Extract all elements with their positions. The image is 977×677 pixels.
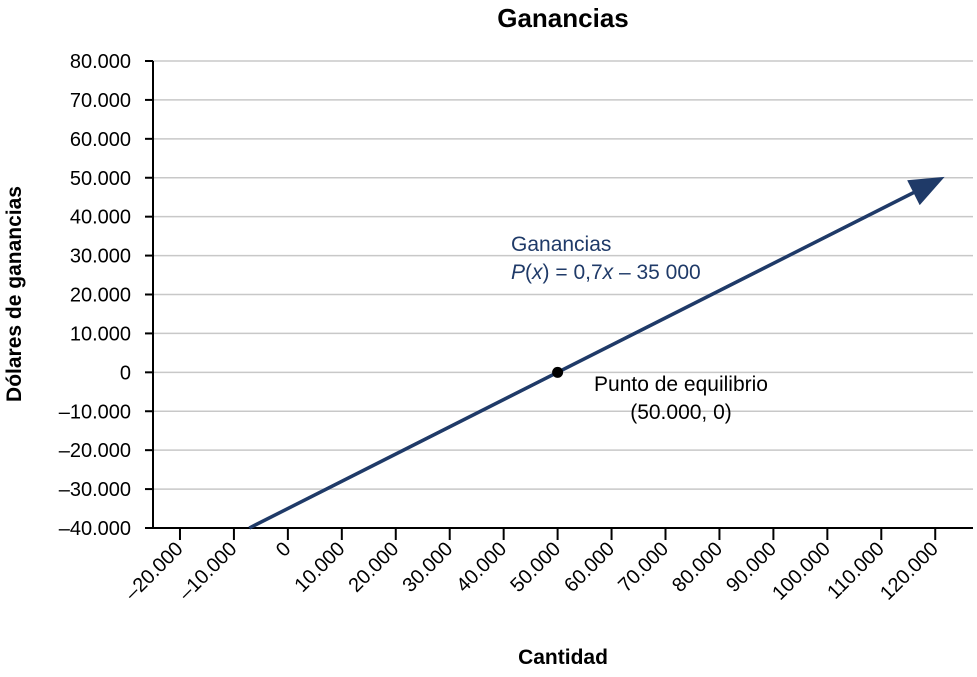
x-tick-label: 0 (272, 538, 295, 561)
y-tick-label: –10.000 (59, 401, 131, 423)
eq-tail: – 35 000 (613, 261, 701, 284)
x-tick-label: 80.000 (668, 538, 727, 597)
line-label-equation: P(x) = 0,7x – 35 000 (511, 261, 701, 284)
y-tick-label: 40.000 (70, 207, 131, 229)
chart-title: Ganancias (497, 3, 629, 33)
x-tick-label: 30.000 (398, 538, 457, 597)
x-tick-label: 10.000 (291, 538, 350, 597)
breakeven-coordinates: (50.000, 0) (630, 401, 732, 424)
breakeven-point (552, 366, 564, 378)
line-label-title: Ganancias (511, 233, 611, 256)
y-tick-label: –20.000 (59, 440, 131, 462)
y-tick-label: 60.000 (70, 129, 131, 151)
profit-series (248, 176, 945, 530)
y-axis-title: Dólares de ganancias (3, 186, 26, 402)
eq-x2: x (602, 261, 615, 284)
x-axis-ticks: –20.000–10.000 010.00020.00030.00040.0005… (121, 528, 943, 605)
x-tick-label: –10.000 (175, 538, 242, 605)
x-tick-label: 60.000 (560, 538, 619, 597)
x-axis-title: Cantidad (518, 646, 608, 669)
eq-x: x (531, 261, 544, 284)
eq-open: ( (525, 261, 532, 284)
x-tick-label: 20.000 (344, 538, 403, 597)
y-tick-label: 10.000 (70, 323, 131, 345)
profit-line (248, 176, 945, 530)
y-tick-label: 0 (120, 362, 131, 384)
x-tick-label: 110.000 (823, 538, 889, 604)
y-axis-ticks: 80.000 70.000 60.000 50.000 40.000 30.000 20.0… (59, 51, 153, 540)
y-tick-label: 80.000 (70, 51, 131, 73)
eq-p: P (511, 261, 525, 284)
x-tick-label: 40.000 (452, 538, 511, 597)
y-tick-label: 50.000 (70, 168, 131, 190)
y-tick-label: –40.000 (59, 518, 131, 540)
y-tick-label: 70.000 (70, 90, 131, 112)
x-tick-label: 70.000 (614, 538, 673, 597)
x-tick-label: 100.000 (768, 538, 835, 605)
eq-mid: ) = 0,7 (543, 261, 603, 284)
y-tick-label: –30.000 (59, 479, 131, 501)
y-tick-label: 30.000 (70, 246, 131, 268)
x-tick-label: 120.000 (876, 538, 943, 605)
breakeven-label: Punto de equilibrio (594, 373, 768, 396)
x-tick-label: 50.000 (506, 538, 565, 597)
x-tick-label: –20.000 (121, 538, 188, 605)
y-tick-label: 20.000 (70, 285, 131, 307)
